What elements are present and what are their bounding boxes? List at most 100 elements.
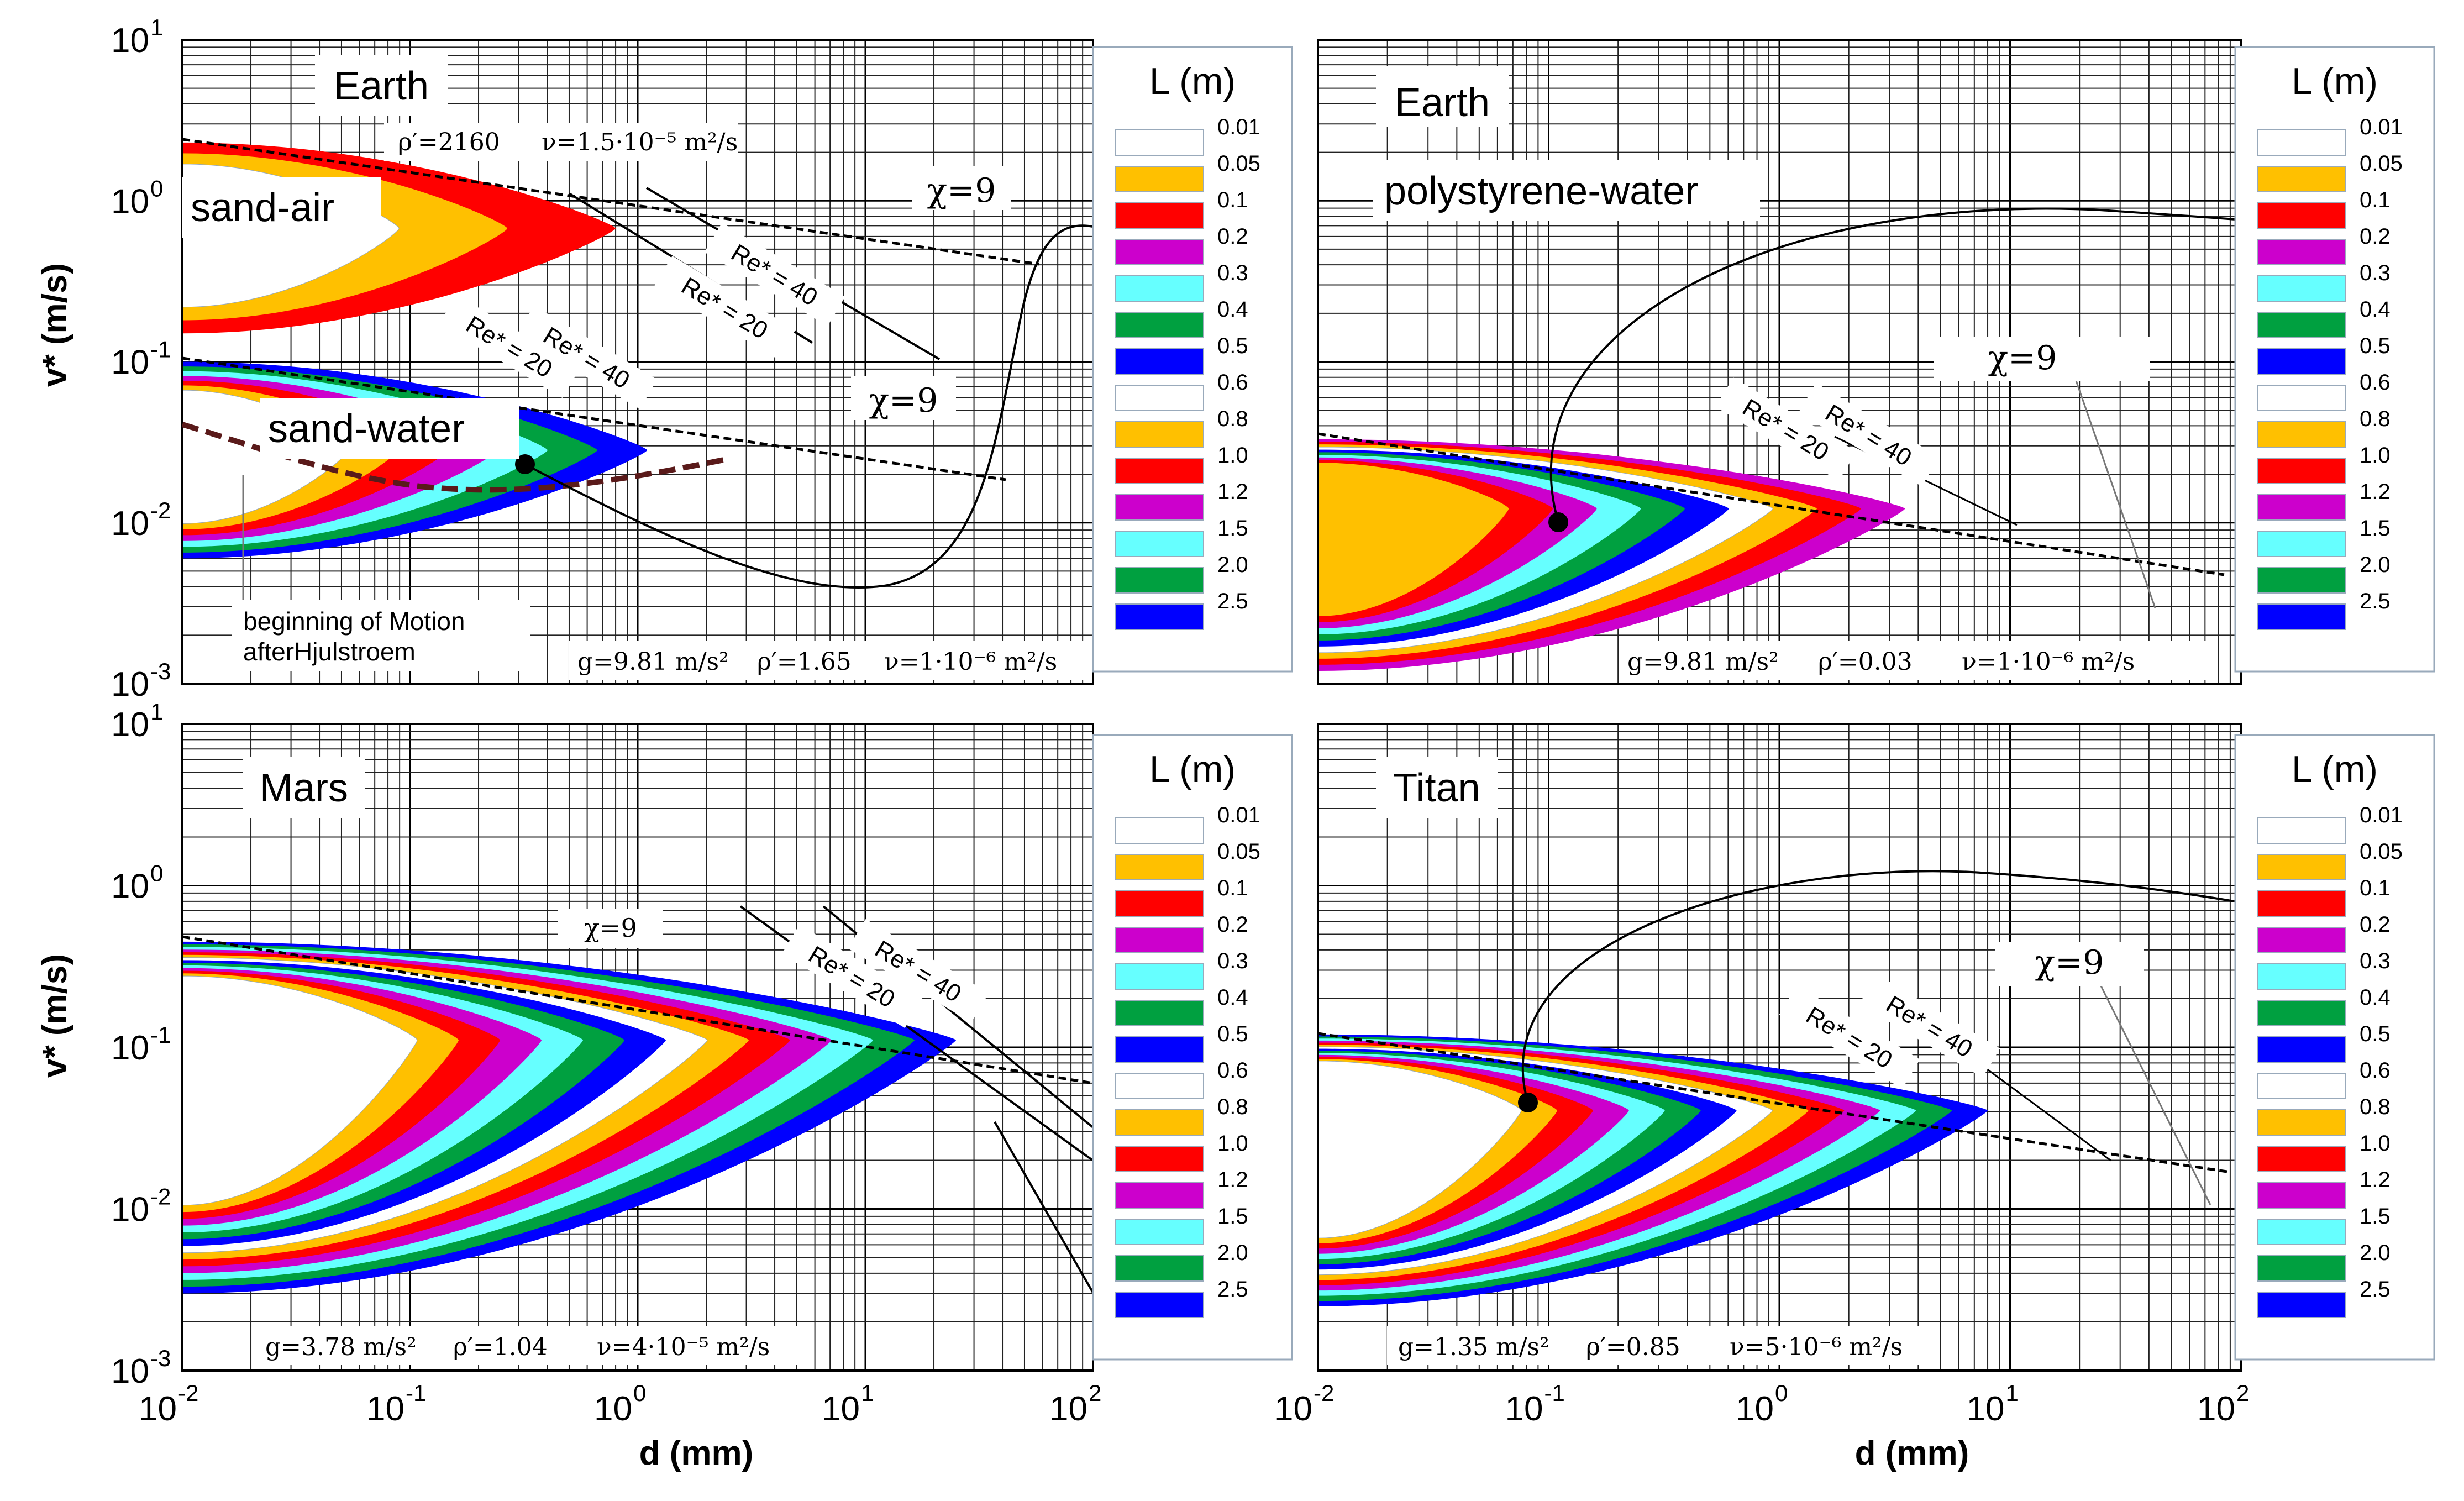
y-tick-exponent: -3 xyxy=(150,658,171,684)
legend-swatch xyxy=(2257,166,2346,192)
legend-label: 0.3 xyxy=(1217,949,1248,973)
x-tick-label: 10 xyxy=(1049,1390,1087,1428)
y-tick-label: 10 xyxy=(111,22,149,60)
chi-titan-label: χ=9 xyxy=(2035,943,2104,982)
y-tick-exponent: -2 xyxy=(150,1184,171,1210)
region-band xyxy=(1318,463,1509,616)
legend-swatch xyxy=(2257,1146,2346,1172)
param-water-rho: ρ′=1.65 xyxy=(757,648,852,676)
leader-curve-ps xyxy=(1550,207,2321,523)
legend-swatch xyxy=(1115,202,1204,229)
x-ticks-right: 10 -2 10 -1 10 0 10 1 10 2 xyxy=(1274,1380,2249,1428)
legend-swatch xyxy=(1115,817,1204,844)
legend-swatch xyxy=(1115,129,1204,156)
legend-swatch xyxy=(1115,854,1204,880)
x-tick-label: 10 xyxy=(1736,1390,1774,1428)
x-tick-exponent: 1 xyxy=(861,1380,874,1406)
x-tick-exponent: 0 xyxy=(1775,1380,1788,1406)
legend-title: L (m) xyxy=(2292,748,2378,790)
x-tick-label: 10 xyxy=(822,1390,860,1428)
legend-top-right: L (m) 0.01 0.05 0.1 0.2 0.3 0.4 0.5 0.6 0.8 1.0 1.2… xyxy=(2234,46,2435,673)
legend-label: 0.8 xyxy=(1217,407,1248,431)
chi-water-label: χ=9 xyxy=(869,381,938,420)
param-titan-g: g=1.35 m/s² xyxy=(1398,1333,1549,1361)
legend-swatch xyxy=(1115,494,1204,521)
legend-swatch xyxy=(2257,1109,2346,1136)
legend-swatch xyxy=(2257,494,2346,521)
legend-label: 0.3 xyxy=(2360,949,2391,973)
panel-title-bl: Mars xyxy=(260,766,348,810)
legend-title: L (m) xyxy=(1149,60,1236,102)
chi-air-label: χ=9 xyxy=(927,171,996,210)
param-mars-rho: ρ′=1.04 xyxy=(453,1333,548,1361)
y-tick-label: 10 xyxy=(111,1352,149,1390)
panel-title-br: Titan xyxy=(1393,766,1480,810)
regions-bottom-left xyxy=(182,941,956,1294)
y-tick-label: 10 xyxy=(111,1029,149,1067)
legend-label: 0.6 xyxy=(2360,1058,2391,1083)
param-mars-nu: ν=4·10⁻⁵ m²/s xyxy=(597,1333,770,1361)
leader-curve-titan xyxy=(1521,870,2321,1103)
legend-label: 2.0 xyxy=(1217,1241,1248,1265)
legend-swatch xyxy=(1115,348,1204,375)
chi9-line-titan xyxy=(1317,1032,2227,1173)
param-ps-nu: ν=1·10⁻⁶ m²/s xyxy=(1962,648,2135,676)
chi-ps-label: χ=9 xyxy=(1988,339,2057,377)
chi-leader-ps xyxy=(2066,353,2156,608)
panel-top-right: Earth polystyrene-water χ=9 Re* = 40 Re*… xyxy=(1317,39,2435,685)
x-tick-label: 10 xyxy=(594,1390,632,1428)
legend-label: 2.5 xyxy=(1217,589,1248,613)
x-axis-label-left: d (mm) xyxy=(639,1434,754,1472)
x-tick-exponent: 1 xyxy=(2006,1380,2019,1406)
legend-label: 0.6 xyxy=(1217,370,1248,395)
panel-bottom-left: Mars χ=9 Re* = 40 Re* = 20 g=3.78 m/s² ρ… xyxy=(111,699,1293,1428)
legend-label: 0.5 xyxy=(2360,1022,2391,1046)
legend-swatch xyxy=(1115,1219,1204,1245)
region-band xyxy=(1317,1061,1522,1238)
y-tick-label: 10 xyxy=(111,665,149,704)
legend-swatch xyxy=(1115,1000,1204,1026)
legend-label: 0.8 xyxy=(1217,1095,1248,1119)
legend-bottom-left: L (m) 0.01 0.05 0.1 0.2 0.3 0.4 0.5 0.6 0.8 1.0 1.2… xyxy=(1092,734,1293,1361)
legend-label: 1.0 xyxy=(1217,1131,1248,1156)
chi9-line-air xyxy=(182,138,1039,266)
hjulstroem-label-1: beginning of Motion xyxy=(243,607,465,636)
legend-swatch xyxy=(1115,1146,1204,1172)
y-axis-label-top: v* (m/s) xyxy=(36,263,74,387)
legend-label: 1.2 xyxy=(2360,1168,2391,1192)
legend-swatch xyxy=(2257,927,2346,953)
legend-swatch xyxy=(1115,1182,1204,1209)
legend-label: 0.3 xyxy=(1217,261,1248,285)
legend-label: 0.4 xyxy=(1217,297,1248,322)
legend-swatch xyxy=(2257,202,2346,229)
y-axis-label-bottom: v* (m/s) xyxy=(36,954,74,1078)
legend-bottom-right: L (m) 0.01 0.05 0.1 0.2 0.3 0.4 0.5 0.6 0.8 1.0 1.2… xyxy=(2234,734,2435,1361)
legend-swatch xyxy=(2257,567,2346,594)
legend-label: 2.5 xyxy=(2360,1277,2391,1301)
legend-label: 1.0 xyxy=(2360,1131,2391,1156)
legend-swatch xyxy=(2257,603,2346,630)
legend-swatch xyxy=(2257,458,2346,484)
y-tick-exponent: 1 xyxy=(150,14,163,40)
legend-label: 0.1 xyxy=(1217,188,1248,212)
legend-swatch xyxy=(2257,1182,2346,1209)
x-tick-label: 10 xyxy=(2197,1390,2235,1428)
param-ps-rho: ρ′=0.03 xyxy=(1818,648,1913,676)
y-tick-exponent: 0 xyxy=(150,860,163,886)
legend-label: 0.1 xyxy=(2360,188,2391,212)
legend-swatch xyxy=(1115,1109,1204,1136)
legend-label: 0.8 xyxy=(2360,1095,2391,1119)
param-ps-g: g=9.81 m/s² xyxy=(1627,648,1779,676)
legend-label: 1.5 xyxy=(1217,1204,1248,1229)
legend-label: 1.0 xyxy=(1217,443,1248,468)
legend-label: 0.1 xyxy=(1217,876,1248,900)
subtitle-sand-air: sand-air xyxy=(191,186,334,230)
legend-label: 0.5 xyxy=(2360,334,2391,358)
legend-swatch xyxy=(1115,421,1204,448)
legend-swatch xyxy=(2257,854,2346,880)
legend-swatch xyxy=(1115,312,1204,338)
legend-label: 2.0 xyxy=(2360,1241,2391,1265)
legend-label: 0.3 xyxy=(2360,261,2391,285)
x-tick-label: 10 xyxy=(1505,1390,1543,1428)
